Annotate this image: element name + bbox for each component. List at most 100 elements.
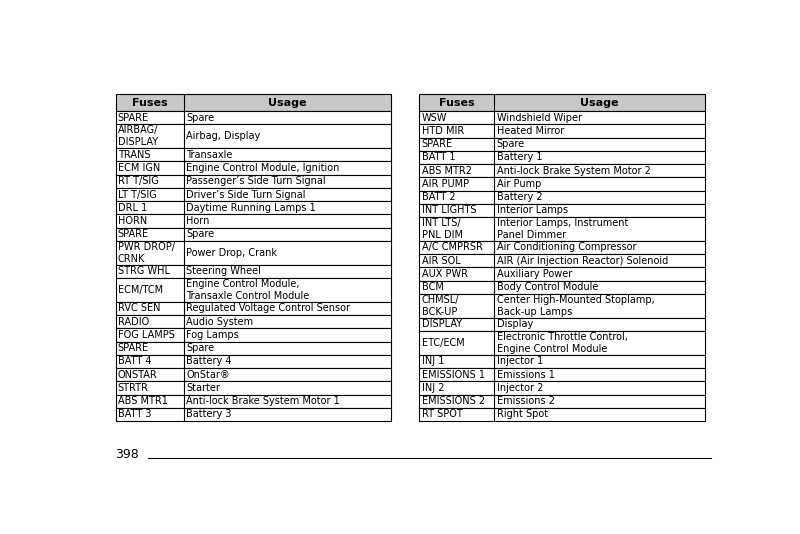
Text: Daytime Running Lamps 1: Daytime Running Lamps 1 xyxy=(186,203,316,213)
Bar xyxy=(115,161,390,175)
Text: OnStar®: OnStar® xyxy=(186,370,230,380)
Bar xyxy=(115,265,390,278)
Text: Right Spot: Right Spot xyxy=(497,410,548,419)
Text: Battery 1: Battery 1 xyxy=(497,152,542,162)
Text: SPARE: SPARE xyxy=(118,229,149,239)
Bar xyxy=(419,395,705,408)
Text: Airbag, Display: Airbag, Display xyxy=(186,131,260,141)
Text: SPARE: SPARE xyxy=(118,113,149,123)
Text: Driver’s Side Turn Signal: Driver’s Side Turn Signal xyxy=(186,190,306,200)
Text: DISPLAY: DISPLAY xyxy=(422,319,462,329)
Text: INT LIGHTS: INT LIGHTS xyxy=(422,206,476,215)
Text: EMISSIONS 1: EMISSIONS 1 xyxy=(422,370,485,380)
Bar xyxy=(115,278,390,302)
Text: PWR DROP/
CRNK: PWR DROP/ CRNK xyxy=(118,241,175,264)
Text: STRG WHL: STRG WHL xyxy=(118,266,170,277)
Text: A/C CMPRSR: A/C CMPRSR xyxy=(422,242,482,253)
Bar xyxy=(115,381,390,395)
Bar xyxy=(115,395,390,408)
Text: BATT 4: BATT 4 xyxy=(118,357,151,366)
Text: AIR (Air Injection Reactor) Solenoid: AIR (Air Injection Reactor) Solenoid xyxy=(497,256,668,266)
Bar xyxy=(419,280,705,294)
Text: INJ 1: INJ 1 xyxy=(422,357,444,366)
Text: RT T/SIG: RT T/SIG xyxy=(118,176,158,186)
Text: HTD MIR: HTD MIR xyxy=(422,126,464,136)
Text: SPARE: SPARE xyxy=(422,139,453,149)
Bar xyxy=(419,164,705,177)
Text: Electronic Throttle Control,
Engine Control Module: Electronic Throttle Control, Engine Cont… xyxy=(497,332,628,354)
Text: Center High-Mounted Stoplamp,
Back-up Lamps: Center High-Mounted Stoplamp, Back-up La… xyxy=(497,295,654,317)
Text: Fog Lamps: Fog Lamps xyxy=(186,330,238,340)
Text: Spare: Spare xyxy=(186,113,214,123)
Text: EMISSIONS 2: EMISSIONS 2 xyxy=(422,396,485,406)
Text: Heated Mirror: Heated Mirror xyxy=(497,126,564,136)
Text: AIRBAG/
DISPLAY: AIRBAG/ DISPLAY xyxy=(118,125,158,147)
Bar xyxy=(115,148,390,161)
Text: BCM: BCM xyxy=(422,282,443,292)
Text: RT SPOT: RT SPOT xyxy=(422,410,462,419)
Bar xyxy=(419,204,705,217)
Text: Emissions 1: Emissions 1 xyxy=(497,370,554,380)
Bar xyxy=(419,241,705,254)
Text: INJ 2: INJ 2 xyxy=(422,383,444,393)
Text: Air Conditioning Compressor: Air Conditioning Compressor xyxy=(497,242,636,253)
Text: AUX PWR: AUX PWR xyxy=(422,269,468,279)
Bar xyxy=(115,175,390,188)
Bar xyxy=(115,368,390,381)
Text: STRTR: STRTR xyxy=(118,383,149,393)
Bar xyxy=(115,342,390,355)
Bar xyxy=(419,138,705,151)
Text: Display: Display xyxy=(497,319,533,329)
Bar xyxy=(419,268,705,280)
Text: AIR PUMP: AIR PUMP xyxy=(422,179,469,189)
Text: Injector 1: Injector 1 xyxy=(497,357,543,366)
Text: Regulated Voltage Control Sensor: Regulated Voltage Control Sensor xyxy=(186,303,350,313)
Bar xyxy=(419,94,705,111)
Bar xyxy=(115,188,390,201)
Bar xyxy=(115,241,390,265)
Text: ETC/ECM: ETC/ECM xyxy=(422,338,464,348)
Text: Battery 3: Battery 3 xyxy=(186,410,231,419)
Text: Fuses: Fuses xyxy=(439,98,474,107)
Text: RADIO: RADIO xyxy=(118,317,149,327)
Bar xyxy=(419,217,705,241)
Bar xyxy=(115,124,390,148)
Bar xyxy=(115,355,390,368)
Bar xyxy=(419,111,705,124)
Bar xyxy=(115,111,390,124)
Text: SPARE: SPARE xyxy=(118,343,149,353)
Text: BATT 3: BATT 3 xyxy=(118,410,151,419)
Text: WSW: WSW xyxy=(422,113,447,123)
Text: Interior Lamps: Interior Lamps xyxy=(497,206,568,215)
Text: Power Drop, Crank: Power Drop, Crank xyxy=(186,248,277,258)
Text: Starter: Starter xyxy=(186,383,220,393)
Text: Air Pump: Air Pump xyxy=(497,179,541,189)
Bar xyxy=(115,227,390,241)
Bar xyxy=(419,254,705,268)
Bar xyxy=(419,355,705,368)
Bar xyxy=(115,408,390,421)
Bar xyxy=(419,191,705,204)
Text: Interior Lamps, Instrument
Panel Dimmer: Interior Lamps, Instrument Panel Dimmer xyxy=(497,218,628,240)
Bar xyxy=(419,177,705,191)
Bar xyxy=(419,381,705,395)
Text: Auxiliary Power: Auxiliary Power xyxy=(497,269,572,279)
Text: BATT 2: BATT 2 xyxy=(422,192,455,202)
Text: Battery 4: Battery 4 xyxy=(186,357,231,366)
Text: DRL 1: DRL 1 xyxy=(118,203,147,213)
Bar xyxy=(419,124,705,138)
Text: ECM IGN: ECM IGN xyxy=(118,163,160,173)
Text: 398: 398 xyxy=(115,449,139,461)
Text: Steering Wheel: Steering Wheel xyxy=(186,266,261,277)
Text: Usage: Usage xyxy=(268,98,306,107)
Bar xyxy=(115,94,390,111)
Text: Anti-lock Brake System Motor 2: Anti-lock Brake System Motor 2 xyxy=(497,166,650,176)
Bar xyxy=(419,408,705,421)
Text: INT LTS/
PNL DIM: INT LTS/ PNL DIM xyxy=(422,218,462,240)
Text: ABS MTR2: ABS MTR2 xyxy=(422,166,472,176)
Text: HORN: HORN xyxy=(118,216,147,226)
Bar xyxy=(419,368,705,381)
Bar xyxy=(115,315,390,328)
Text: FOG LAMPS: FOG LAMPS xyxy=(118,330,174,340)
Text: Horn: Horn xyxy=(186,216,210,226)
